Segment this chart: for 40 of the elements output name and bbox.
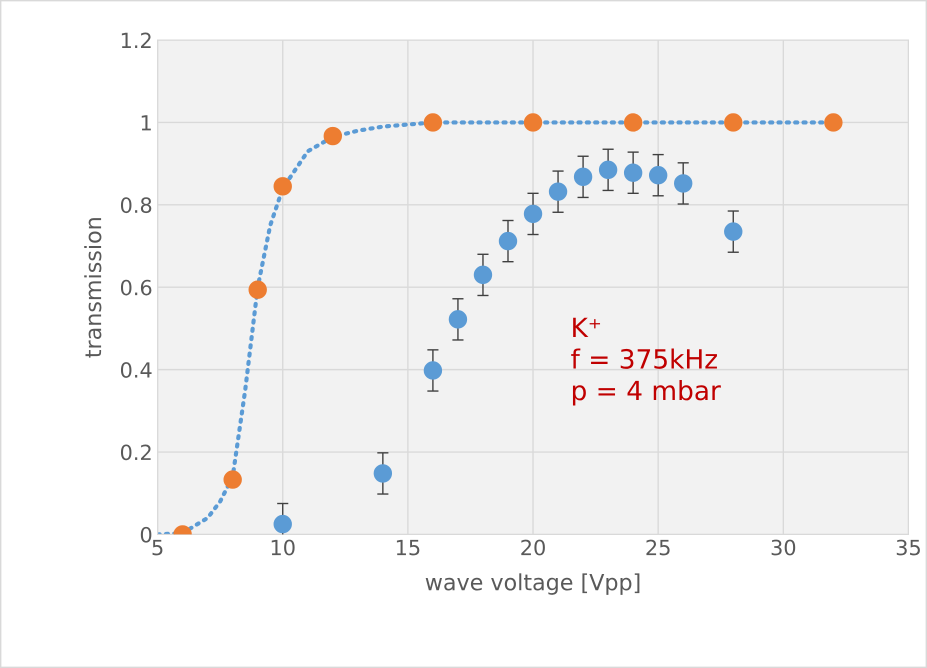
point	[724, 222, 742, 241]
y-axis-title: transmission	[84, 218, 102, 358]
point	[498, 232, 518, 250]
point	[524, 113, 542, 132]
x-tick-label: 35	[896, 540, 920, 556]
x-tick-label: 15	[396, 540, 420, 556]
x-tick-label: 5	[152, 540, 162, 556]
point	[624, 113, 642, 132]
point	[324, 126, 342, 146]
y-tick-label: 1.2	[122, 32, 151, 48]
point	[548, 182, 568, 201]
y-tick-label: 0	[140, 526, 152, 543]
point	[424, 361, 442, 380]
point	[424, 113, 442, 132]
annotation: K⁺ f = 375kHz p = 4 mbar	[571, 318, 721, 406]
point	[223, 470, 242, 489]
point	[524, 204, 542, 224]
x-tick-label: 10	[272, 540, 295, 556]
point	[674, 174, 692, 193]
x-tick-label: 25	[646, 540, 670, 556]
point	[274, 177, 292, 196]
y-tick-label: 0.8	[120, 197, 152, 214]
point	[598, 160, 618, 180]
point	[274, 514, 292, 534]
point	[474, 266, 492, 284]
y-tick-label: 0.2	[120, 444, 151, 460]
point	[248, 280, 267, 299]
point	[824, 113, 843, 132]
point	[624, 164, 642, 182]
point	[648, 166, 668, 184]
x-axis-title: wave voltage [Vpp]	[426, 573, 640, 595]
x-tick-label: 20	[521, 540, 545, 556]
y-tick-label: 1	[142, 115, 151, 130]
point	[574, 168, 592, 186]
point	[724, 113, 742, 132]
y-tick-label: 0.4	[120, 362, 152, 378]
x-tick-label: 30	[772, 540, 796, 556]
y-tick-label: 0.6	[120, 280, 152, 296]
point	[374, 464, 392, 483]
point	[448, 310, 468, 329]
